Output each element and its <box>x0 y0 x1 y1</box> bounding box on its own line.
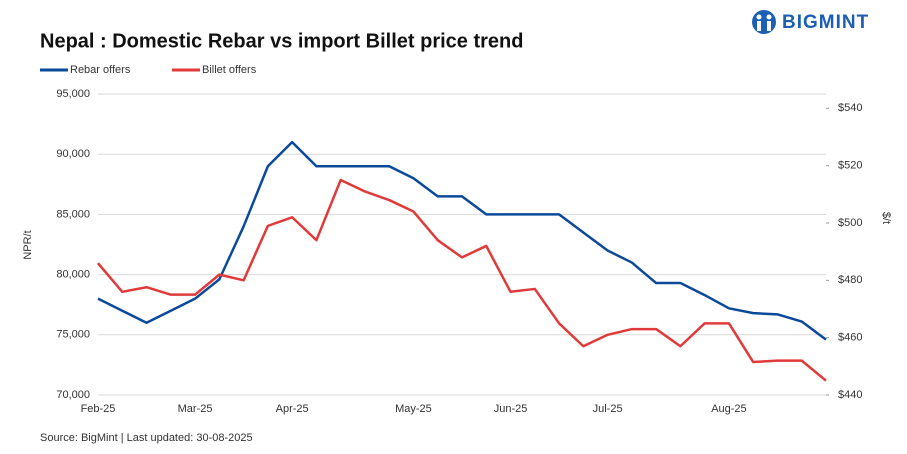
y2-tick-label: $520 <box>838 160 862 172</box>
y2-tick-label: $500 <box>838 217 862 229</box>
x-tick-label: Feb-25 <box>81 403 116 415</box>
y-tick-label: 70,000 <box>56 389 90 401</box>
y2-tick-label: $440 <box>838 389 862 401</box>
source-note: Source: BigMint | Last updated: 30-08-20… <box>40 432 253 444</box>
chart-title: Nepal : Domestic Rebar vs import Billet … <box>40 30 523 52</box>
y2-tick-label: $480 <box>838 274 862 286</box>
x-tick-label: Aug-25 <box>711 403 746 415</box>
legend-label: Billet offers <box>202 64 257 76</box>
x-tick-label: Jun-25 <box>494 403 528 415</box>
y2-axis-label: $/t <box>880 212 892 224</box>
series-line <box>97 178 827 382</box>
y-tick-label: 80,000 <box>56 269 90 281</box>
legend-label: Rebar offers <box>70 64 131 76</box>
logo-icon <box>752 10 776 34</box>
x-tick-label: Jul-25 <box>593 403 623 415</box>
y2-tick-label: $540 <box>838 102 862 114</box>
logo-text: BIGMINT <box>782 12 869 33</box>
x-tick-label: May-25 <box>395 403 432 415</box>
y-axis-label: NPR/t <box>22 230 34 259</box>
y-tick-label: 90,000 <box>56 148 90 160</box>
y-tick-label: 75,000 <box>56 329 90 341</box>
x-tick-label: Mar-25 <box>178 403 213 415</box>
x-tick-label: Apr-25 <box>276 403 309 415</box>
y-tick-label: 95,000 <box>56 88 90 100</box>
y2-tick-label: $460 <box>838 332 862 344</box>
y-tick-label: 85,000 <box>56 208 90 220</box>
series-line <box>97 140 827 341</box>
